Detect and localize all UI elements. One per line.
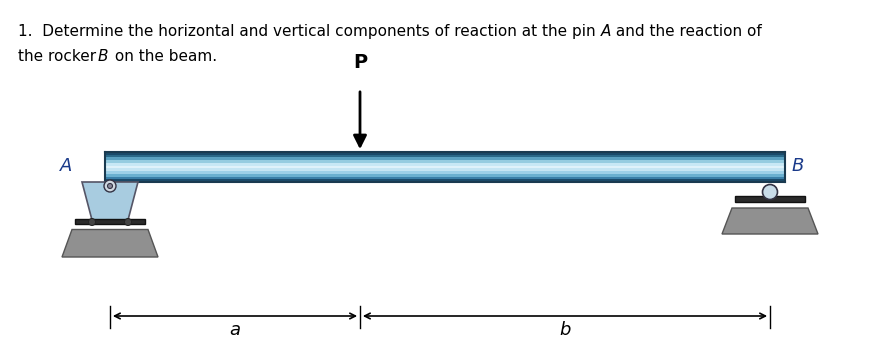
Bar [105,152,785,155]
Bar [105,171,785,174]
Bar [105,155,785,158]
Bar [105,179,785,182]
Polygon shape [62,229,158,257]
Text: b: b [559,321,571,339]
Text: on the beam.: on the beam. [110,49,217,64]
Bar [105,169,785,171]
Circle shape [104,180,116,192]
Text: P: P [353,53,367,72]
Bar [105,174,785,177]
Polygon shape [82,182,138,220]
Bar [105,163,785,166]
Text: the rocker: the rocker [18,49,101,64]
Text: B: B [792,157,805,175]
Circle shape [124,218,131,225]
Bar [105,158,785,160]
Bar [105,166,785,169]
Text: B: B [98,49,109,64]
Bar [105,177,785,179]
Text: A: A [60,157,72,175]
Text: and the reaction of: and the reaction of [611,24,762,39]
Bar [105,160,785,163]
Text: a: a [230,321,240,339]
Bar [735,196,805,202]
Circle shape [88,218,96,225]
Circle shape [107,183,113,188]
Text: 1.  Determine the horizontal and vertical components of reaction at the pin: 1. Determine the horizontal and vertical… [18,24,600,39]
Polygon shape [722,208,818,234]
Bar [75,218,145,224]
Circle shape [763,184,778,200]
Text: A: A [600,24,611,39]
